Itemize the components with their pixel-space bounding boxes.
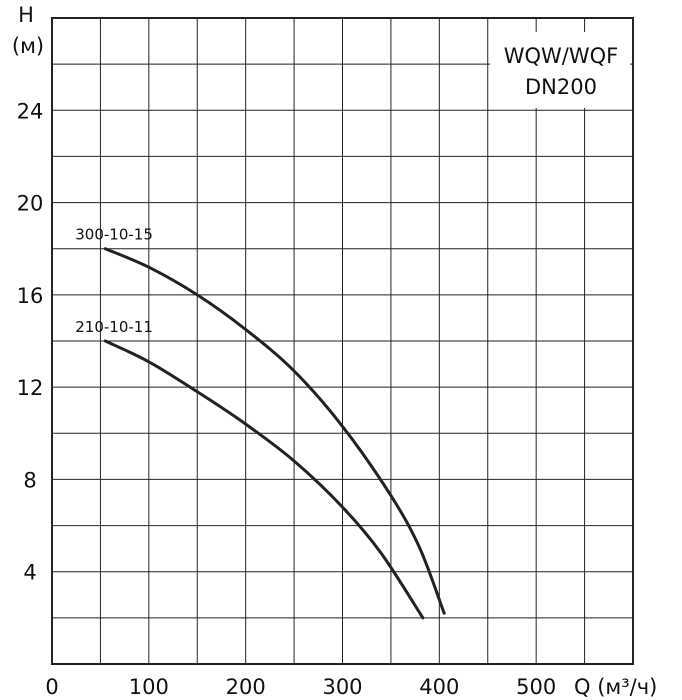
plot-frame [51,17,634,665]
chart-title-line-1: WQW/WQF [504,44,619,68]
y-axis-label-unit: (м) [12,34,44,58]
x-axis-ticks: 0 100 200 300 400 500 [45,675,556,699]
x-tick-label: 300 [322,675,362,699]
x-tick-label: 400 [419,675,459,699]
grid [52,18,633,664]
chart-title-line-2: DN200 [525,75,597,99]
x-axis-label: Q (м³/ч) [574,675,657,699]
series-label-300-10-15: 300-10-15 [75,226,153,244]
x-tick-label: 100 [129,675,169,699]
y-axis-label-h: H [18,3,34,27]
series-line-210-10-11 [103,339,425,620]
labels: WQW/WQF DN200 H (м) Q (м³/ч) [12,3,657,699]
y-tick-label: 24 [17,99,44,123]
curves: 300-10-15 210-10-11 [75,226,446,620]
y-tick-label: 8 [23,468,36,492]
x-tick-label: 0 [45,675,58,699]
series-line-300-10-15 [103,247,446,615]
y-tick-label: 12 [17,376,44,400]
y-tick-label: 16 [17,284,44,308]
y-tick-label: 20 [17,192,44,216]
y-tick-label: 4 [23,561,36,585]
title-background [490,32,630,108]
series-label-210-10-11: 210-10-11 [75,318,153,336]
y-axis-ticks: 4 8 12 16 20 24 [17,99,44,584]
x-tick-label: 200 [226,675,266,699]
x-tick-label: 500 [516,675,556,699]
